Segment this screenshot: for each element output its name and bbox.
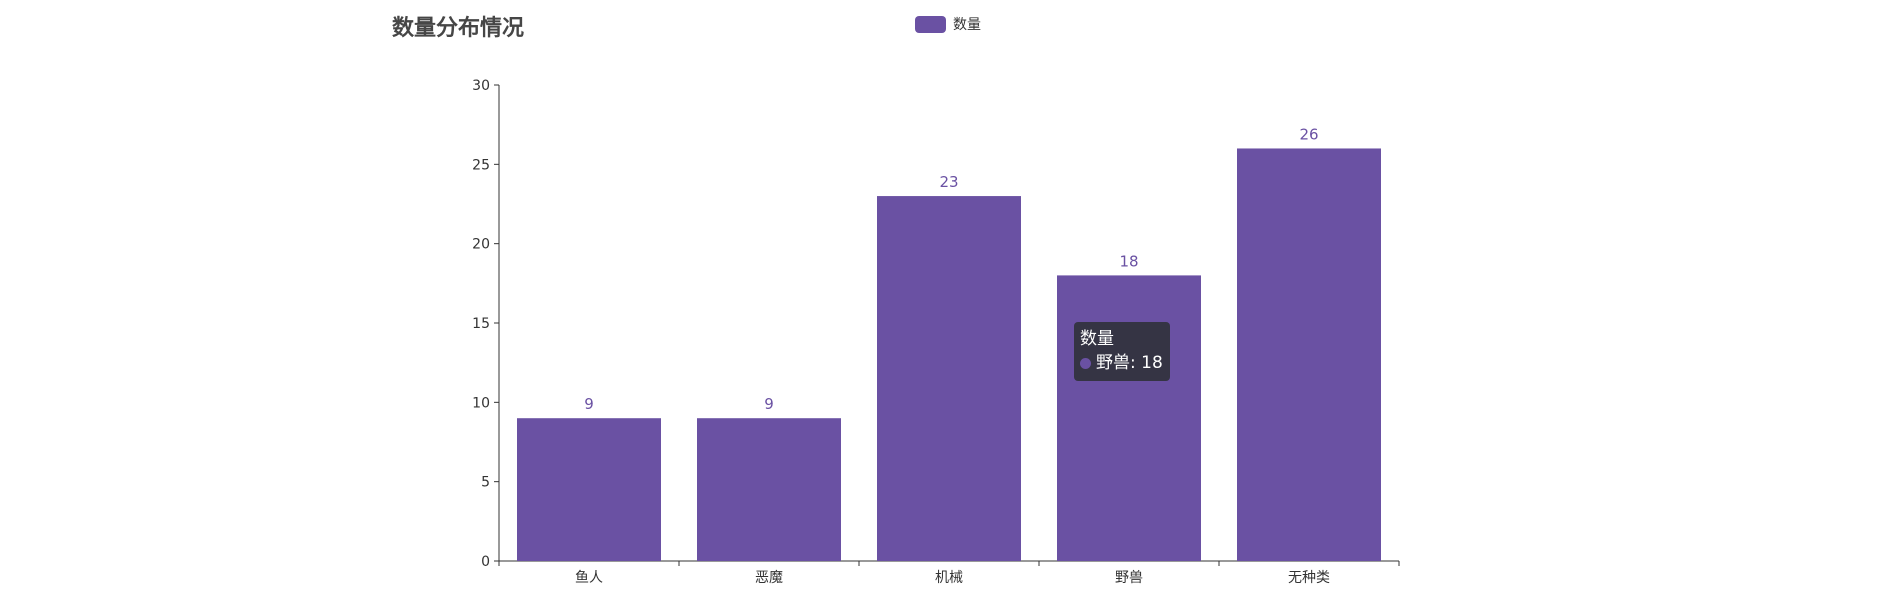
- data-label: 18: [1119, 252, 1138, 270]
- data-label: 9: [584, 395, 594, 413]
- legend[interactable]: 数量: [915, 14, 981, 34]
- bar-4[interactable]: [1237, 148, 1381, 561]
- tooltip-separator: :: [1130, 353, 1142, 373]
- y-tick-label: 25: [472, 157, 490, 173]
- x-tick-label: 无种类: [1288, 570, 1330, 586]
- y-tick-label: 10: [472, 395, 490, 411]
- y-tick-label: 5: [481, 475, 490, 491]
- legend-label[interactable]: 数量: [953, 17, 981, 33]
- data-label: 9: [764, 395, 774, 413]
- tooltip-series-name: 数量: [1080, 329, 1114, 349]
- y-tick-label: 30: [472, 78, 490, 94]
- x-tick-label: 野兽: [1115, 570, 1143, 586]
- chart-title: 数量分布情况: [392, 16, 525, 41]
- bar-1[interactable]: [697, 418, 841, 561]
- bar-2[interactable]: [877, 196, 1021, 562]
- tooltip-category: 野兽: [1096, 353, 1130, 373]
- tooltip: 数量 野兽: 18: [1074, 322, 1170, 381]
- y-tick-label: 0: [481, 554, 490, 570]
- x-tick-label: 机械: [935, 570, 963, 586]
- y-tick-label: 15: [472, 316, 490, 332]
- tooltip-value: 18: [1141, 353, 1163, 373]
- data-label: 23: [939, 173, 958, 191]
- x-tick-label: 恶魔: [755, 570, 783, 586]
- bar-3[interactable]: [1057, 275, 1201, 561]
- data-label: 26: [1299, 125, 1318, 143]
- tooltip-row: 野兽: 18: [1080, 351, 1163, 375]
- bar-0[interactable]: [517, 418, 661, 561]
- y-tick-label: 20: [472, 237, 490, 253]
- legend-swatch[interactable]: [915, 15, 946, 33]
- x-tick-label: 鱼人: [575, 569, 603, 586]
- tooltip-color-dot: [1080, 357, 1091, 369]
